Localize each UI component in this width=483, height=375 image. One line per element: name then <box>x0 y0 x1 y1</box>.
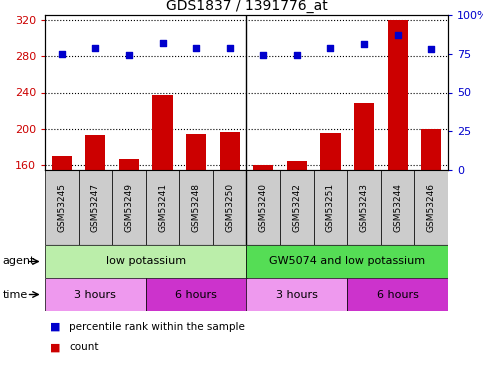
Bar <box>146 170 179 245</box>
Text: 3 hours: 3 hours <box>276 290 318 300</box>
Bar <box>421 129 441 311</box>
Bar <box>85 135 105 311</box>
Text: GSM53246: GSM53246 <box>426 183 436 232</box>
Point <box>259 52 267 58</box>
Bar <box>220 132 240 311</box>
Text: agent: agent <box>2 256 35 267</box>
Bar <box>45 278 146 311</box>
Text: GSM53241: GSM53241 <box>158 183 167 232</box>
Bar <box>287 161 307 311</box>
Text: GSM53251: GSM53251 <box>326 183 335 232</box>
Bar <box>153 95 172 311</box>
Text: GSM53248: GSM53248 <box>192 183 200 232</box>
Bar <box>313 170 347 245</box>
Bar <box>179 170 213 245</box>
Bar <box>52 156 72 311</box>
Text: GW5074 and low potassium: GW5074 and low potassium <box>269 256 426 267</box>
Bar <box>381 170 414 245</box>
Bar <box>320 133 341 311</box>
Point <box>192 45 200 51</box>
Text: GSM53247: GSM53247 <box>91 183 100 232</box>
Text: GSM53243: GSM53243 <box>359 183 369 232</box>
Bar <box>347 170 381 245</box>
Text: 3 hours: 3 hours <box>74 290 116 300</box>
Text: GSM53245: GSM53245 <box>57 183 66 232</box>
Bar <box>354 102 374 311</box>
Point <box>226 45 234 51</box>
Point <box>394 32 401 38</box>
Bar <box>45 245 246 278</box>
Text: ■: ■ <box>50 342 60 352</box>
Point <box>293 52 301 58</box>
Text: ■: ■ <box>50 322 60 332</box>
Text: GSM53249: GSM53249 <box>125 183 133 232</box>
Bar <box>253 165 273 311</box>
Title: GDS1837 / 1391776_at: GDS1837 / 1391776_at <box>166 0 327 13</box>
Bar <box>347 278 448 311</box>
Bar <box>146 278 246 311</box>
Bar <box>112 170 146 245</box>
Bar <box>213 170 246 245</box>
Point <box>427 46 435 52</box>
Point <box>360 42 368 48</box>
Bar <box>387 21 408 311</box>
Text: GSM53240: GSM53240 <box>259 183 268 232</box>
Text: 6 hours: 6 hours <box>175 290 217 300</box>
Bar <box>246 278 347 311</box>
Bar <box>45 170 79 245</box>
Bar <box>79 170 112 245</box>
Text: percentile rank within the sample: percentile rank within the sample <box>70 322 245 332</box>
Text: low potassium: low potassium <box>106 256 186 267</box>
Bar <box>186 134 206 311</box>
Point <box>159 40 167 46</box>
Text: count: count <box>70 342 99 352</box>
Point <box>125 52 133 58</box>
Text: GSM53242: GSM53242 <box>292 183 301 232</box>
Text: GSM53244: GSM53244 <box>393 183 402 232</box>
Bar <box>246 170 280 245</box>
Bar <box>119 159 139 311</box>
Point <box>327 45 334 51</box>
Text: time: time <box>2 290 28 300</box>
Text: GSM53250: GSM53250 <box>225 183 234 232</box>
Text: 6 hours: 6 hours <box>377 290 419 300</box>
Bar <box>246 245 448 278</box>
Point <box>58 51 66 57</box>
Bar <box>414 170 448 245</box>
Bar <box>280 170 313 245</box>
Point <box>91 45 99 51</box>
